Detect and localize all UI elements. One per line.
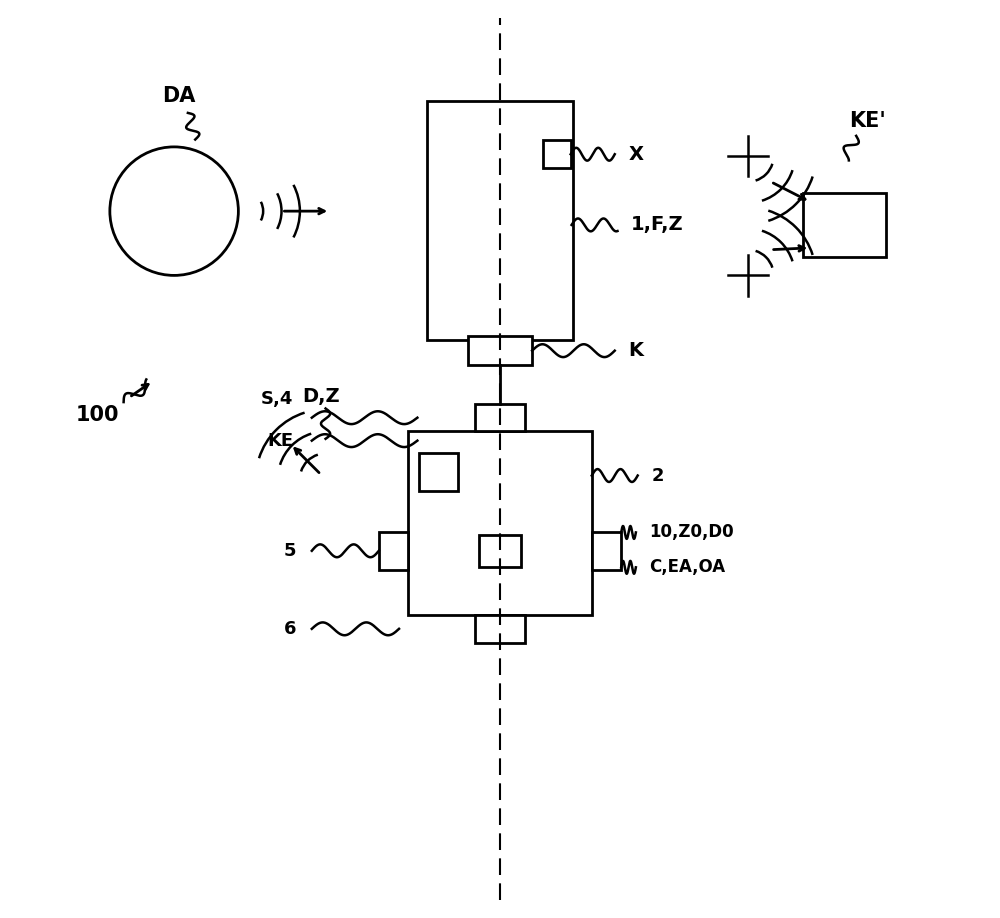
Bar — [479, 534, 521, 566]
Text: C,EA,OA: C,EA,OA — [649, 558, 725, 577]
Bar — [468, 336, 532, 365]
Text: 10,Z0,D0: 10,Z0,D0 — [649, 523, 733, 542]
Bar — [419, 453, 458, 491]
Bar — [803, 193, 886, 257]
Text: 100: 100 — [76, 405, 120, 425]
Text: D,Z: D,Z — [303, 387, 340, 406]
Bar — [427, 101, 573, 340]
Text: 6: 6 — [284, 620, 296, 638]
Text: DA: DA — [162, 86, 195, 106]
Text: KE': KE' — [849, 111, 886, 131]
Text: 5: 5 — [284, 542, 296, 560]
Text: S,4: S,4 — [261, 390, 293, 409]
Bar — [379, 532, 408, 570]
Bar — [408, 431, 592, 615]
Text: KE: KE — [267, 431, 293, 450]
Text: K: K — [629, 341, 644, 360]
Bar — [592, 532, 621, 570]
Text: 1,F,Z: 1,F,Z — [630, 216, 683, 234]
Text: X: X — [629, 145, 644, 163]
Bar — [543, 140, 571, 168]
Bar — [475, 404, 525, 431]
Bar — [475, 615, 525, 643]
Text: 2: 2 — [651, 466, 664, 485]
